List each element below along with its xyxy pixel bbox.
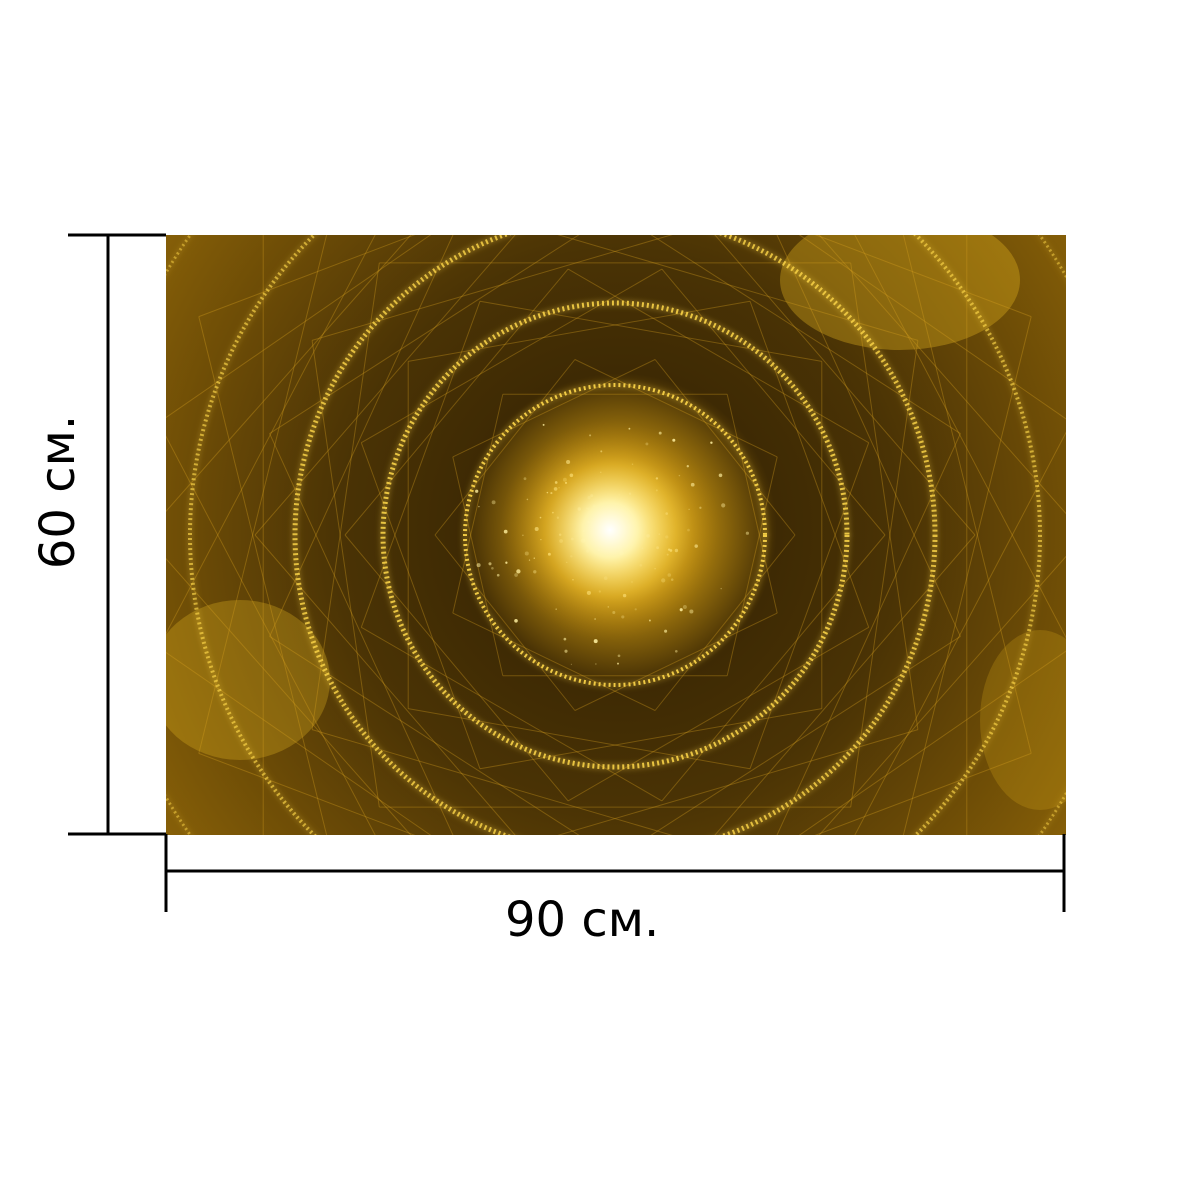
width-label: 90 см. bbox=[505, 892, 660, 948]
height-dimension bbox=[68, 233, 166, 836]
product-image bbox=[166, 235, 1066, 835]
width-dimension bbox=[164, 834, 1066, 912]
height-label: 60 см. bbox=[30, 414, 86, 570]
